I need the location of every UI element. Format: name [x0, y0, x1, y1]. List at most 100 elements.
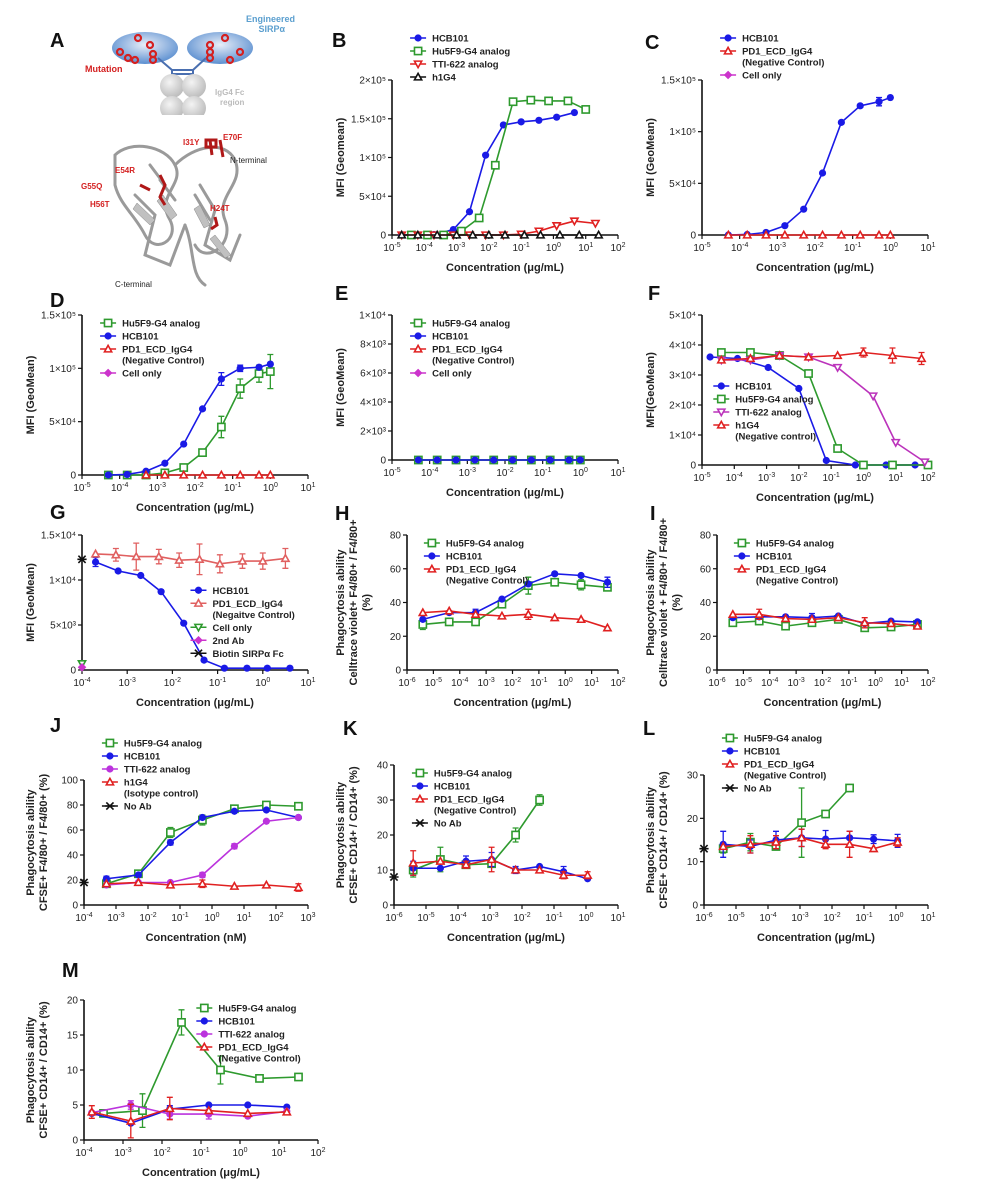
series-line — [728, 96, 891, 236]
y-tick-label: 20 — [67, 876, 79, 887]
legend-label: (Negative Control) — [742, 58, 824, 69]
y-tick-label: 30 — [377, 796, 389, 807]
y-tick-label: 20 — [377, 831, 389, 842]
data-point — [780, 613, 791, 623]
legend-label: HCB101 — [742, 34, 779, 45]
legend-item: PD1_ECD_IgG4(Negative Control) — [100, 343, 204, 367]
data-point — [286, 664, 294, 672]
legend-label: (Negative Control) — [218, 1054, 300, 1065]
legend-item: Cell only — [720, 71, 782, 82]
data-point — [414, 456, 422, 464]
data-point — [517, 118, 525, 126]
data-point — [549, 612, 560, 622]
legend-item: HCB101 — [423, 552, 483, 563]
x-tick-label: 10-3 — [107, 912, 124, 924]
y-tick-label: 1.5×10⁵ — [41, 311, 76, 322]
panel-letter-e: E — [335, 283, 349, 305]
series-line — [723, 837, 898, 850]
legend-label: Hu5F9-G4 analog — [744, 734, 822, 745]
x-tick-label: 100 — [856, 472, 871, 484]
x-tick-label: 10-4 — [421, 467, 438, 479]
x-tick-label: 10-5 — [417, 912, 434, 924]
legend-marker — [723, 45, 734, 55]
data-point — [131, 551, 142, 561]
chart-panel-l: 10-6 10-5 10-4 10-3 10-2 10-1 100 1010102030Con… — [645, 733, 936, 945]
data-point — [114, 567, 122, 575]
data-point — [180, 440, 188, 448]
mutation-label-h24t: H24T — [210, 204, 230, 213]
data-point — [166, 828, 175, 837]
y-axis-label: MFI (GeoMean) — [645, 118, 657, 197]
legend-item: h1G4 — [410, 71, 457, 84]
legend-item: Hu5F9-G4 analog — [196, 1004, 297, 1015]
x-tick-label: 10-3 — [791, 912, 808, 924]
data-point — [217, 375, 225, 383]
legend-item: Cell only — [190, 623, 253, 634]
data-point — [137, 571, 145, 580]
data-point — [818, 169, 827, 177]
data-point — [91, 558, 100, 566]
data-point — [511, 830, 520, 840]
legend-item: Hu5F9-G4 analog — [713, 395, 814, 406]
data-point — [436, 864, 444, 872]
data-point — [490, 456, 498, 464]
legend: Hu5F9-G4 analogHCB101PD1_ECD_IgG4(Negati… — [411, 769, 516, 830]
data-point — [230, 807, 238, 815]
legend-label: (Negative Control) — [434, 806, 516, 817]
legend-item: Hu5F9-G4 analog — [423, 539, 524, 550]
legend-marker — [106, 752, 114, 760]
legend-label: Hu5F9-G4 analog — [432, 47, 510, 58]
legend-item: Hu5F9-G4 analog — [410, 319, 510, 330]
x-tick-label: 101 — [610, 467, 625, 479]
x-tick-label: 102 — [610, 242, 625, 254]
data-point — [220, 664, 228, 672]
x-tick-label: 10-3 — [459, 467, 476, 479]
x-tick-label: 100 — [888, 912, 903, 924]
y-tick-label: 5×10⁴ — [669, 311, 696, 322]
data-point — [229, 881, 240, 890]
y-tick-label: 5×10³ — [50, 621, 77, 632]
x-tick-label: 10-1 — [534, 467, 551, 479]
legend-item: TTI-622 analog — [101, 765, 191, 776]
data-point — [833, 444, 842, 453]
data-point — [781, 621, 790, 631]
legend-label: Hu5F9-G4 analog — [218, 1004, 296, 1015]
x-tick-label: 10-2 — [504, 677, 521, 689]
y-axis-label: MFI (Geomean) — [335, 117, 347, 197]
data-point — [510, 864, 521, 874]
legend: Hu5F9-G4 analogHCB101PD1_ECD_IgG4(Negati… — [100, 319, 204, 380]
data-point — [125, 1115, 136, 1125]
legend-marker — [105, 738, 115, 748]
sirpa-structure-ribbon: I31Y E70F E54R G55Q H56T H24T N-terminal… — [81, 133, 267, 289]
x-axis-label: Concentration (μg/mL) — [756, 492, 874, 504]
x-axis-label: Concentration (μg/mL) — [447, 932, 565, 944]
legend-label: PD1_ECD_IgG4 — [218, 1043, 289, 1054]
legend-item: TTI-622 analog — [410, 60, 499, 71]
data-point — [800, 205, 808, 213]
sirpa-fc-schematic: Engineered SIRPα Mutation IgG4 Fc region — [85, 14, 295, 115]
legend-marker — [737, 538, 747, 548]
x-tick-label: 10-2 — [186, 482, 203, 494]
y-tick-label: 0 — [380, 456, 386, 467]
data-point — [508, 97, 518, 107]
data-point — [471, 617, 480, 627]
x-tick-label: 10-4 — [761, 677, 778, 689]
x-tick-label: 100 — [546, 242, 561, 254]
data-point — [892, 836, 903, 846]
data-point — [396, 229, 407, 239]
data-point — [216, 469, 227, 479]
legend-marker — [725, 733, 735, 743]
legend-label: HCB101 — [122, 332, 159, 343]
x-tick-label: 10-4 — [75, 1147, 92, 1159]
legend-label: PD1_ECD_IgG4 — [122, 345, 193, 356]
data-point — [781, 222, 789, 230]
x-tick-label: 100 — [868, 677, 883, 689]
data-point — [408, 857, 419, 867]
x-tick-label: 10-4 — [449, 912, 466, 924]
data-point — [134, 871, 142, 879]
legend-marker — [428, 552, 436, 560]
series-line — [721, 354, 926, 463]
series-pd1-ecd-igg4 — [718, 828, 903, 858]
x-tick-label: 10-2 — [790, 472, 807, 484]
data-point — [444, 617, 454, 627]
